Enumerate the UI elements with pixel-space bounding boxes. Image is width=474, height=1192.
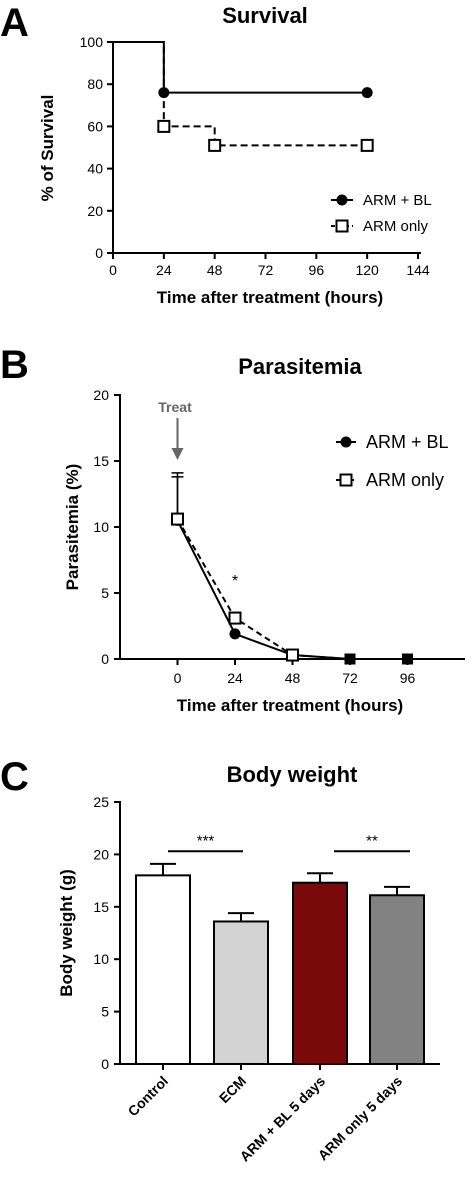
legend-label: ARM only (363, 218, 429, 235)
y-tick-label: 20 (93, 846, 109, 862)
panel-b-parasitemia-chart: B Parasitemia Time after treatment (hour… (0, 343, 465, 715)
bar-4 (369, 894, 425, 1065)
treat-arrow-head (171, 448, 184, 460)
data-point-series-2 (228, 611, 242, 625)
data-point-series-2 (157, 119, 171, 133)
x-tick-label: 72 (258, 262, 274, 278)
y-tick-label: 0 (101, 651, 109, 667)
y-tick-label: 5 (101, 585, 109, 601)
x-tick-label: 96 (400, 670, 416, 686)
data-point-series-2 (286, 648, 299, 662)
y-tick-label: 100 (80, 34, 104, 50)
bar-1 (135, 874, 191, 1065)
y-tick-label: 15 (93, 899, 109, 915)
panel-a-x-axis-title: Time after treatment (hours) (157, 288, 383, 307)
y-tick-label: 10 (93, 951, 109, 967)
panel-b-x-axis-title: Time after treatment (hours) (177, 696, 403, 715)
y-tick-label: 20 (93, 387, 109, 403)
panel-a-letter: A (0, 1, 29, 45)
panel-b-title: Parasitemia (238, 354, 362, 379)
legend-marker (339, 473, 353, 487)
y-tick-label: 80 (87, 76, 103, 92)
y-tick-label: 40 (87, 161, 103, 177)
significance-label: *** (197, 832, 215, 849)
series-line-1 (113, 41, 368, 94)
panel-c-title: Body weight (227, 762, 358, 787)
y-tick-label: 10 (93, 519, 109, 535)
data-point-series-2 (208, 138, 222, 152)
bar-2 (213, 920, 269, 1065)
x-tick-label: 48 (285, 670, 301, 686)
x-tick-label: 48 (207, 262, 223, 278)
x-tick-label: 72 (342, 670, 358, 686)
significance-marker: * (232, 573, 238, 590)
y-tick-label: 25 (93, 794, 109, 810)
x-tick-label: ECM (216, 1073, 249, 1106)
panel-c-body-weight-chart: C Body weight Body weight (g) 0 5 10 15 20 25… (0, 755, 440, 1165)
panel-b-y-axis-title: Parasitemia (%) (63, 464, 82, 591)
data-point-series-1 (361, 87, 373, 99)
data-point-series-2 (360, 138, 374, 152)
series-line-2 (113, 41, 368, 147)
legend-marker (335, 219, 349, 233)
x-tick-label: Control (125, 1073, 172, 1120)
x-tick-label: 144 (406, 262, 430, 278)
data-point-series-2 (344, 653, 356, 665)
panel-b-letter: B (0, 343, 29, 387)
x-tick-label: 24 (227, 670, 243, 686)
x-tick-label: ARM only 5 days (315, 1073, 406, 1164)
data-point-series-2 (171, 512, 184, 526)
bar-3 (292, 881, 348, 1065)
panel-b-plot-area: 0 24 48 72 96 0 5 10 15 20 * ARM + BL ARM only (93, 387, 465, 686)
legend-marker (340, 436, 352, 448)
x-tick-label: 96 (309, 262, 325, 278)
panel-a-y-axis-title: % of Survival (38, 95, 57, 202)
x-tick-label: 0 (109, 262, 117, 278)
y-tick-label: 0 (95, 245, 103, 261)
legend-label: ARM only (366, 470, 444, 490)
treat-annotation: Treat (158, 399, 192, 415)
legend-label: ARM + BL (366, 432, 449, 452)
data-point-series-1 (229, 628, 241, 640)
x-tick-label: 0 (174, 670, 182, 686)
y-tick-label: 0 (101, 1056, 109, 1072)
x-tick-label: 24 (156, 262, 172, 278)
y-tick-label: 5 (101, 1004, 109, 1020)
panel-a-survival-chart: A Survival Time after treatment (hours) … (0, 1, 432, 307)
panel-c-letter: C (0, 755, 29, 799)
panel-c-y-axis-title: Body weight (g) (57, 869, 76, 996)
data-point-series-2 (402, 653, 413, 665)
series-line-1 (176, 519, 408, 660)
panel-a-plot-area: 0 24 48 72 96 120 144 0 20 40 60 80 100 ARM + BL ARM o… (80, 34, 432, 278)
panel-a-title: Survival (222, 3, 308, 28)
x-tick-label: 120 (355, 262, 379, 278)
legend-label: ARM + BL (363, 192, 432, 209)
y-tick-label: 20 (87, 203, 103, 219)
legend-marker (336, 194, 348, 206)
y-tick-label: 60 (87, 118, 103, 134)
significance-label: ** (366, 832, 378, 849)
y-tick-label: 15 (93, 453, 109, 469)
